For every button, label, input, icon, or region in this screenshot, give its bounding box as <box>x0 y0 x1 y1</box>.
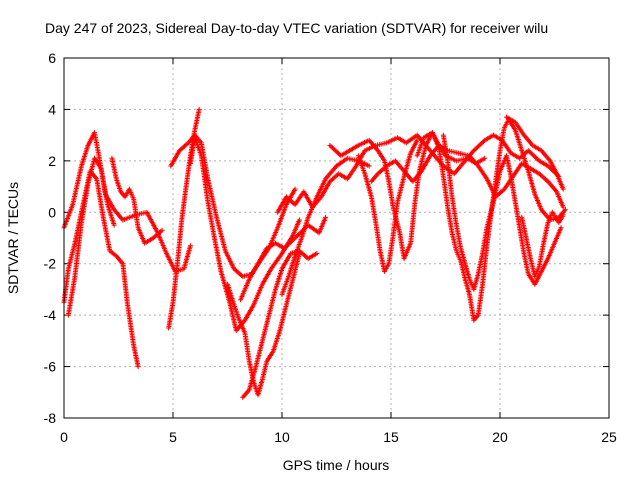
y-tick-label: 6 <box>48 50 56 66</box>
data-point <box>414 137 420 143</box>
data-point <box>482 155 488 161</box>
data-point <box>477 142 483 148</box>
data-point <box>527 149 533 155</box>
y-tick-label: 2 <box>48 153 56 169</box>
y-tick-label: -2 <box>44 256 57 272</box>
data-point <box>111 222 117 228</box>
data-point <box>560 186 566 192</box>
data-point <box>366 163 372 169</box>
y-tick-label: -4 <box>44 307 57 323</box>
data-point <box>187 243 193 249</box>
x-tick-label: 10 <box>274 429 290 445</box>
data-point <box>472 146 478 152</box>
data-point <box>558 225 564 231</box>
series-track-4 <box>109 155 165 246</box>
data-point <box>314 250 320 256</box>
series-track-18 <box>355 137 420 274</box>
grid-lines <box>64 58 609 418</box>
tick-labels: 0 5 10 15 20 25 -8 -6 -4 -2 0 2 4 6 <box>44 50 617 445</box>
data-point <box>292 186 298 192</box>
series-track-19 <box>519 209 566 280</box>
data-point <box>296 217 302 223</box>
series-track-9 <box>240 248 320 400</box>
x-tick-label: 15 <box>383 429 399 445</box>
data-point <box>528 150 534 156</box>
data-point <box>560 212 566 218</box>
data-point <box>474 144 480 150</box>
data-point <box>333 148 339 154</box>
y-tick-label: -8 <box>44 410 57 426</box>
x-tick-label: 25 <box>601 429 617 445</box>
y-tick-label: 0 <box>48 204 56 220</box>
data-point <box>531 153 537 159</box>
x-tick-label: 0 <box>60 429 68 445</box>
series-track-16 <box>440 132 564 292</box>
data-point <box>196 106 202 112</box>
data-point <box>478 141 484 147</box>
data-point <box>529 151 535 157</box>
data-point <box>560 204 566 210</box>
series-track-3 <box>65 155 117 318</box>
data-point <box>562 207 568 213</box>
data-points <box>61 106 568 400</box>
data-point <box>331 146 337 152</box>
plot-frame <box>63 57 610 419</box>
data-point <box>135 364 141 370</box>
data-point <box>323 214 329 220</box>
data-point <box>334 149 340 155</box>
series-track-8 <box>225 250 302 398</box>
data-point <box>473 145 479 151</box>
data-point <box>328 144 334 150</box>
data-point <box>332 147 338 153</box>
data-point <box>329 145 335 151</box>
chart-title: Day 247 of 2023, Sidereal Day-to-day VTE… <box>45 20 548 36</box>
data-point <box>159 227 165 233</box>
series-track-17 <box>504 114 566 192</box>
data-point <box>476 143 482 149</box>
data-point <box>327 142 333 148</box>
data-point <box>533 154 539 160</box>
x-axis-label: GPS time / hours <box>283 457 390 473</box>
x-tick-label: 20 <box>492 429 508 445</box>
data-point <box>534 156 540 162</box>
data-point <box>530 152 536 158</box>
data-point <box>479 140 485 146</box>
y-tick-label: 4 <box>48 101 56 117</box>
y-tick-label: -6 <box>44 359 57 375</box>
y-axis-label: SDTVAR / TECUs <box>5 182 21 294</box>
x-tick-label: 5 <box>169 429 177 445</box>
series-track-13 <box>327 130 488 262</box>
